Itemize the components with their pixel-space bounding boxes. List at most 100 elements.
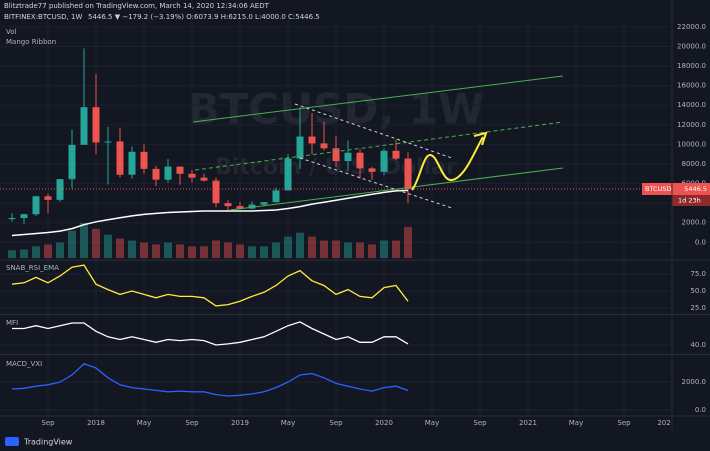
y-tick-label: 25.0	[690, 304, 706, 312]
volume-bar	[116, 238, 124, 258]
volume-bar	[140, 242, 148, 258]
x-tick-label: 2020	[375, 419, 393, 427]
candle-body	[344, 152, 352, 162]
candle-body	[200, 177, 208, 181]
candle-body	[272, 190, 280, 203]
volume-bar	[128, 240, 136, 258]
moving-average	[11, 189, 409, 237]
candle-body	[332, 148, 340, 162]
volume-bar	[152, 244, 160, 258]
candle-body	[20, 214, 28, 219]
candle-body	[356, 152, 364, 169]
volume-bar	[8, 250, 16, 258]
volume-bar	[344, 242, 352, 258]
x-tick-label: May	[425, 419, 439, 427]
candle-body	[404, 158, 412, 189]
candle-body	[140, 151, 148, 169]
x-tick-label: May	[137, 419, 151, 427]
x-tick-label: Sep	[617, 419, 631, 427]
volume-bar	[92, 228, 100, 258]
volume-bar	[200, 246, 208, 258]
volume-bar	[404, 226, 412, 258]
candle-body	[392, 150, 400, 159]
candle-body	[68, 144, 76, 180]
candle-body	[116, 141, 124, 175]
candle-body	[260, 202, 268, 205]
y-tick-label: 22000.0	[677, 23, 706, 31]
x-tick-label: Sep	[185, 419, 199, 427]
candle-body	[92, 107, 100, 143]
candle-body	[380, 150, 388, 172]
volume-bar	[80, 223, 88, 258]
x-tick-label: May	[569, 419, 583, 427]
candle-body	[80, 107, 88, 145]
candle-body	[308, 136, 316, 144]
ohlc: 5446.5 ▼ −179.2 (−3.19%) O:6073.9 H:6215…	[88, 13, 320, 21]
volume-bar	[368, 244, 376, 258]
candle-body	[224, 203, 232, 207]
volume-bar	[32, 246, 40, 258]
candle-body	[44, 196, 52, 200]
candle-body	[56, 179, 64, 200]
candle-body	[176, 166, 184, 174]
y-tick-label: 2000.0	[682, 219, 707, 227]
countdown-tag	[672, 194, 710, 206]
y-tick-label: 16000.0	[677, 82, 706, 90]
candle-body	[32, 196, 40, 215]
y-tick-label: 50.0	[690, 287, 706, 295]
volume-bar	[104, 234, 112, 258]
y-tick-label: 75.0	[690, 270, 706, 278]
publisher: Blitztrade77 published on TradingView.co…	[4, 2, 270, 10]
candle-body	[104, 141, 112, 143]
volume-bar	[56, 242, 64, 258]
volume-bar	[248, 246, 256, 258]
volume-bar	[176, 244, 184, 258]
x-tick-label: 2019	[231, 419, 249, 427]
candle-body	[152, 168, 160, 180]
y-tick-label: 20000.0	[677, 42, 706, 50]
indicator-line	[11, 363, 409, 397]
volume-bar	[224, 242, 232, 258]
candle-body	[8, 218, 16, 220]
volume-bar	[380, 240, 388, 258]
x-tick-label: 2021	[519, 419, 537, 427]
drawings	[192, 75, 564, 211]
volume-bar	[392, 240, 400, 258]
countdown: 1d 23h	[678, 196, 701, 204]
indicator-line	[11, 264, 409, 307]
candle-body	[236, 206, 244, 209]
volume-bar	[164, 242, 172, 258]
y-tick-label: 8000.0	[682, 160, 707, 168]
footer-brand: TradingView	[23, 438, 73, 447]
volume-bar	[188, 246, 196, 258]
x-tick-label: 202	[657, 419, 670, 427]
trendline	[229, 167, 564, 211]
volume-bar	[68, 230, 76, 258]
y-tick-label: 12000.0	[677, 121, 706, 129]
candle-body	[128, 151, 136, 175]
pane-title: SNAB_RSI_EMA	[6, 264, 59, 272]
volume-bar	[356, 242, 364, 258]
volume-bar	[296, 232, 304, 258]
y-tick-label: 10000.0	[677, 140, 706, 148]
price-tag	[642, 182, 710, 195]
candle-body	[368, 168, 376, 172]
candle-body	[164, 166, 172, 180]
x-tick-label: Sep	[329, 419, 343, 427]
arrow-head	[473, 131, 488, 146]
candle-body	[248, 204, 256, 209]
logo	[5, 437, 19, 446]
x-tick-label: May	[281, 419, 295, 427]
volume-bar	[212, 240, 220, 258]
candle-body	[188, 173, 196, 178]
plot-layer: Sep 2018 May Sep 2019 May Sep 2020 May Sep 2021 May…	[0, 20, 710, 427]
price-tag-symbol: BTCUSD	[645, 185, 671, 193]
legend-ribbon: Mango Ribbon	[6, 38, 56, 46]
volume-bar	[320, 240, 328, 258]
trendline	[294, 103, 453, 159]
candle-body	[320, 143, 328, 149]
trendline	[192, 75, 564, 123]
candle-body	[284, 158, 292, 191]
